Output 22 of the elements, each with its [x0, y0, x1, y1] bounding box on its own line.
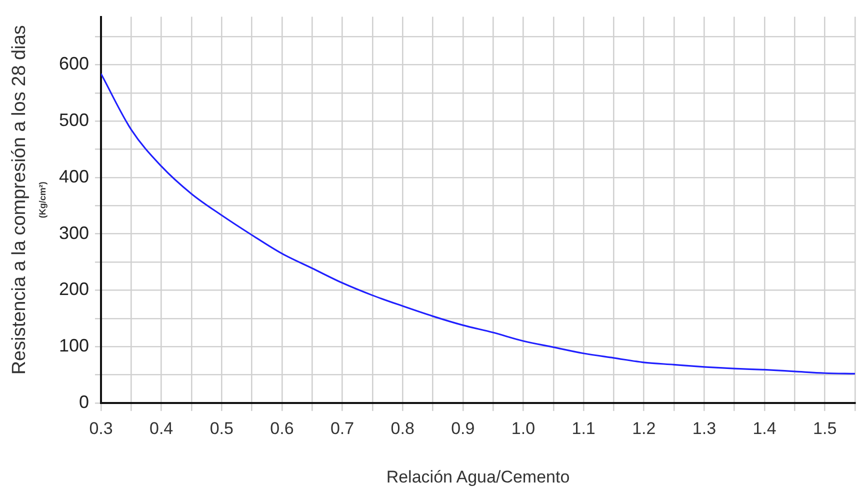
x-tick-label: 0.7 [330, 418, 354, 438]
x-axis-title: Relación Agua/Cemento [386, 468, 570, 487]
x-tick-label: 0.4 [150, 418, 174, 438]
x-tick-label: 0.9 [451, 418, 475, 438]
y-tick-label: 400 [58, 166, 89, 186]
y-tick-label: 100 [58, 336, 89, 356]
y-tick-label: 600 [58, 54, 89, 74]
x-tick-label: 1.4 [752, 418, 776, 438]
x-tick-label: 0.6 [270, 418, 294, 438]
x-tick-label: 1.3 [692, 418, 716, 438]
y-tick-label: 300 [58, 222, 89, 243]
x-tick-label: 1.2 [632, 418, 656, 438]
x-tick-label: 1.0 [511, 418, 536, 438]
x-tick-label: 0.8 [390, 418, 414, 438]
x-tick-label: 0.5 [210, 418, 234, 438]
y-axis-title: Resistencia a la compresión a los 28 dias (Kg/cm²) [9, 25, 48, 375]
y-tick-label: 500 [58, 110, 89, 130]
x-tick-label: 0.3 [89, 418, 113, 438]
x-tick-label: 1.5 [813, 418, 837, 438]
y-tick-label: 0 [78, 392, 89, 412]
x-tick-label: 1.1 [572, 418, 596, 438]
y-tick-label: 200 [58, 279, 89, 300]
